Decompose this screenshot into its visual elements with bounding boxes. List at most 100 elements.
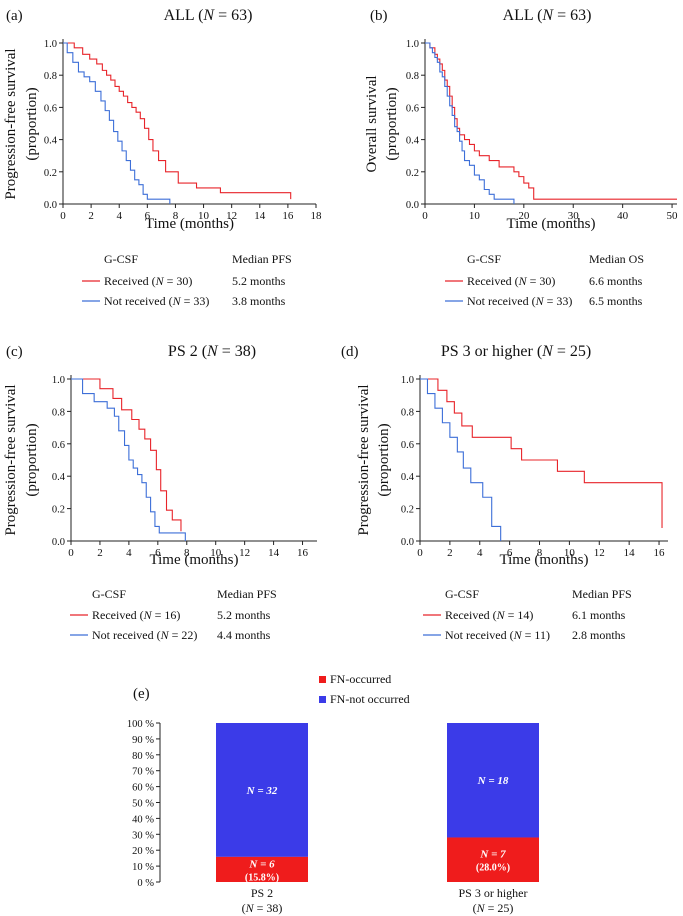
legend-entry-part: FN-not occurred bbox=[330, 692, 410, 706]
legend-median: 6.5 months bbox=[589, 294, 643, 308]
x-tick-label: 2 bbox=[447, 547, 453, 559]
legend-heading: G-CSF bbox=[467, 252, 501, 266]
y-axis-label: Progression-free survival bbox=[356, 384, 372, 535]
x-tick-label: 18 bbox=[311, 210, 323, 222]
y-axis-label-part: Progression-free survival bbox=[3, 48, 19, 199]
legend-entry-part: N bbox=[518, 274, 528, 288]
x-tick-label: 14 bbox=[254, 210, 266, 222]
y-tick-label: 0.0 bbox=[401, 537, 414, 548]
y-tick-label-part: 10 % bbox=[132, 862, 154, 873]
legend-stat-heading: Median PFS bbox=[232, 252, 292, 266]
y-tick-label-part: 90 % bbox=[132, 735, 154, 746]
x-axis-label: Time (months) bbox=[149, 552, 238, 568]
x-tick-label-part: 40 bbox=[617, 210, 629, 222]
x-tick-label-part: 8 bbox=[537, 547, 543, 559]
legend-entry-part: Received ( bbox=[467, 274, 519, 288]
bar-label-occurred-n: N = 6 bbox=[248, 858, 275, 870]
bar-label-occurred-pct: (28.0%) bbox=[476, 863, 510, 874]
x-tick-label: 14 bbox=[268, 547, 280, 559]
legend-median-part: 2.8 months bbox=[572, 628, 626, 642]
x-tick-label: 30 bbox=[568, 210, 580, 222]
y-tick-label: 50 % bbox=[132, 799, 154, 810]
y-axis-label-2: (proportion) bbox=[24, 423, 40, 496]
y-tick-label-part: 1.0 bbox=[44, 39, 57, 50]
x-tick-label: 8 bbox=[173, 210, 179, 222]
legend-median-part: 5.2 months bbox=[217, 608, 271, 622]
y-tick-label-part: 70 % bbox=[132, 767, 154, 778]
category-label-part: PS 2 bbox=[251, 886, 273, 900]
category-n-part: ( bbox=[473, 901, 477, 915]
y-tick-label-part: 0.2 bbox=[406, 168, 419, 179]
y-tick-label-part: 0 % bbox=[137, 878, 154, 889]
legend-entry: Not received (N = 11) bbox=[445, 628, 550, 642]
x-tick-label-part: 30 bbox=[568, 210, 580, 222]
category-n-part: = 25) bbox=[485, 901, 514, 915]
legend-heading-part: G-CSF bbox=[92, 587, 126, 601]
x-tick-label-part: 6 bbox=[145, 210, 151, 222]
legend-entry: Received (N = 30) bbox=[104, 274, 192, 288]
legend-median: 6.1 months bbox=[572, 608, 626, 622]
x-tick-label-part: 0 bbox=[68, 547, 74, 559]
panel-title-part: N bbox=[206, 343, 219, 360]
x-tick-label: 4 bbox=[116, 210, 122, 222]
y-tick-label: 0.4 bbox=[406, 136, 420, 147]
legend-entry-part: Received ( bbox=[92, 608, 144, 622]
y-tick-label: 30 % bbox=[132, 830, 154, 841]
bar-fn-occurred bbox=[447, 837, 539, 882]
x-tick-label: 0 bbox=[60, 210, 66, 222]
category-label: PS 3 or higher bbox=[459, 886, 528, 900]
y-tick-label: 0.0 bbox=[44, 200, 57, 211]
y-tick-label: 60 % bbox=[132, 783, 154, 794]
x-tick-label: 10 bbox=[564, 547, 576, 559]
bar-label-occurred-n-part: N bbox=[248, 858, 258, 870]
km-panel-b: (b) ALL (N = 63)0.00.20.40.60.81.00 10 20 30… bbox=[364, 7, 678, 308]
x-tick-label: 10 bbox=[210, 547, 222, 559]
y-tick-label-part: 0.0 bbox=[406, 200, 419, 211]
category-n: (N = 25) bbox=[473, 901, 514, 915]
x-tick-label: 0 bbox=[68, 547, 74, 559]
y-tick-label: 0.8 bbox=[52, 407, 65, 418]
y-tick-label: 0.0 bbox=[52, 537, 65, 548]
y-axis-label-2-part: (proportion) bbox=[384, 87, 400, 160]
x-tick-label: 50 bbox=[667, 210, 679, 222]
panel-label: (a) bbox=[6, 8, 23, 24]
legend-entry-part: = 30) bbox=[164, 274, 193, 288]
y-tick-label: 0.2 bbox=[401, 505, 414, 516]
y-tick-label-part: 0.6 bbox=[52, 440, 65, 451]
y-axis-label-2-part: (proportion) bbox=[376, 423, 392, 496]
y-tick-label: 0.6 bbox=[44, 103, 57, 114]
km-panel-c: (c) PS 2 (N = 38)0.00.20.40.60.81.00 2 4 6 8 1… bbox=[3, 343, 317, 642]
bar-label-not-occurred-part: = 18 bbox=[486, 775, 509, 787]
x-tick-label-part: 4 bbox=[477, 547, 483, 559]
y-axis-label-2: (proportion) bbox=[384, 87, 400, 160]
y-tick-label-part: 1.0 bbox=[401, 375, 414, 386]
bar-label-occurred-pct: (15.8%) bbox=[245, 872, 279, 883]
legend-median-part: 6.5 months bbox=[589, 294, 643, 308]
y-axis-label-part: Progression-free survival bbox=[356, 384, 372, 535]
km-panel-d: (d) PS 3 or higher (N = 25)0.00.20.40.60.… bbox=[341, 343, 668, 642]
legend-entry: Not received (N = 22) bbox=[92, 628, 197, 642]
legend-stat-heading-part: Median OS bbox=[589, 252, 644, 266]
y-tick-label: 0.0 bbox=[406, 200, 419, 211]
category-label: PS 2 bbox=[251, 886, 273, 900]
legend-median: 2.8 months bbox=[572, 628, 626, 642]
x-tick-label-part: 12 bbox=[594, 547, 605, 559]
panel-title-part: N bbox=[541, 343, 554, 360]
panel-title-part: = 63) bbox=[553, 7, 591, 24]
panel-label-part: (e) bbox=[133, 686, 150, 702]
y-axis-label-2: (proportion) bbox=[24, 87, 40, 160]
panel-title-part: PS 2 ( bbox=[168, 343, 207, 360]
bar-label-occurred-n: N = 7 bbox=[479, 849, 506, 861]
y-tick-label-part: 0.8 bbox=[44, 71, 57, 82]
x-tick-label: 14 bbox=[624, 547, 636, 559]
category-n: (N = 38) bbox=[242, 901, 283, 915]
y-axis-label-2-part: (proportion) bbox=[24, 423, 40, 496]
bar-label-not-occurred: N = 32 bbox=[246, 785, 278, 797]
legend-entry: Not received (N = 33) bbox=[104, 294, 209, 308]
legend-entry-part: Not received ( bbox=[92, 628, 161, 642]
bar-label-not-occurred-part: N bbox=[477, 775, 487, 787]
legend-entry-part: = 33) bbox=[544, 294, 573, 308]
y-tick-label: 20 % bbox=[132, 846, 154, 857]
panel-title-part: N bbox=[202, 7, 215, 24]
